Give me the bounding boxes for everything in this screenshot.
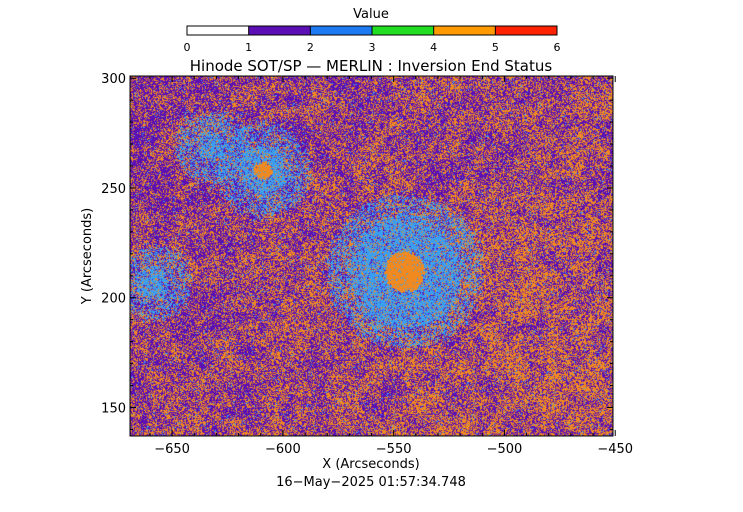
x-axis: −650 −600 −550 −500 −450 — [149, 76, 633, 457]
colorbar-tick-label: 0 — [184, 41, 191, 54]
x-tick-label: −450 — [597, 442, 633, 457]
x-tick-label: −550 — [376, 442, 412, 457]
colorbar-tick-label: 4 — [430, 41, 437, 54]
y-tick-label: 300 — [101, 72, 126, 87]
colorbar-tick-label: 3 — [369, 41, 376, 54]
colorbar-ticks: 0 1 2 3 4 5 6 — [184, 26, 561, 54]
x-tick-label: −650 — [154, 442, 190, 457]
colorbar-tick-label: 2 — [307, 41, 314, 54]
colorbar-tick-label: 6 — [554, 41, 561, 54]
colorbar-bin-4 — [433, 26, 496, 35]
colorbar-tick-label: 1 — [245, 41, 252, 54]
colorbar-bin-1 — [248, 26, 311, 35]
colorbar-bin-2 — [310, 26, 372, 35]
y-axis: 150 200 250 300 — [101, 72, 613, 430]
chart-title: Hinode SOT/SP — MERLIN : Inversion End S… — [190, 57, 553, 75]
colorbar-bin-0 — [187, 26, 249, 35]
x-tick-label: −500 — [487, 442, 523, 457]
y-tick-label: 150 — [101, 401, 126, 416]
timestamp: 16−May−2025 01:57:34.748 — [276, 475, 466, 490]
colorbar-bin-3 — [372, 26, 434, 35]
x-axis-label: X (Arcseconds) — [322, 457, 419, 472]
status-map — [130, 76, 613, 436]
y-tick-label: 200 — [101, 292, 126, 307]
colorbar-tick-label: 5 — [492, 41, 499, 54]
colorbar-label: Value — [353, 7, 389, 22]
colorbar-bin-5 — [495, 26, 557, 35]
y-tick-label: 250 — [101, 182, 126, 197]
y-axis-label: Y (Arcseconds) — [80, 208, 95, 305]
x-tick-label: −600 — [265, 442, 301, 457]
